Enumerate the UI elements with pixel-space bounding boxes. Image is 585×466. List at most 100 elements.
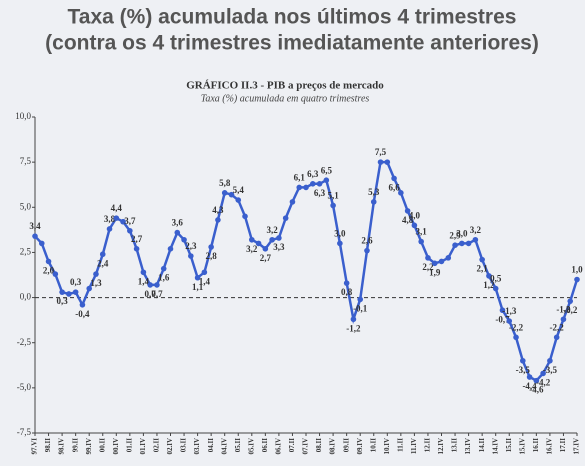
point bbox=[215, 217, 221, 223]
x-tick-label: 04.II bbox=[207, 438, 215, 452]
point bbox=[242, 213, 248, 220]
value-label: -4,6 bbox=[529, 385, 544, 395]
point bbox=[208, 244, 214, 250]
value-label: 2,1 bbox=[477, 264, 489, 274]
point bbox=[72, 289, 79, 295]
point bbox=[452, 242, 458, 249]
value-label: 2,6 bbox=[361, 236, 373, 246]
y-tick-label: 2,5 bbox=[20, 246, 32, 256]
point bbox=[337, 240, 343, 247]
value-label: -0,2 bbox=[563, 305, 578, 315]
value-label: 7,5 bbox=[375, 147, 387, 157]
x-tick-label: 98.IV bbox=[58, 438, 66, 455]
value-label: 2,7 bbox=[131, 234, 143, 244]
point bbox=[520, 357, 526, 364]
point bbox=[188, 253, 194, 259]
value-label: 0,3 bbox=[56, 296, 68, 306]
value-label: 6,1 bbox=[294, 172, 306, 182]
point bbox=[357, 296, 364, 303]
value-label: 0,7 bbox=[151, 289, 163, 299]
point bbox=[553, 334, 560, 341]
heading-line: Taxa (%) acumulada nos últimos 4 trimest… bbox=[68, 6, 517, 29]
x-tick-label: 12.IV bbox=[437, 438, 445, 455]
x-tick-label: 07.IV bbox=[302, 438, 310, 455]
point bbox=[296, 184, 303, 191]
x-tick-label: 08.IV bbox=[329, 438, 337, 455]
x-tick-label: 10.II bbox=[369, 438, 377, 452]
point bbox=[133, 246, 140, 252]
point bbox=[147, 282, 153, 288]
x-tick-label: 08.II bbox=[315, 438, 323, 452]
point bbox=[330, 202, 336, 209]
x-tick-label: 11.IV bbox=[410, 438, 418, 454]
value-label: 3,0 bbox=[334, 228, 346, 238]
point bbox=[221, 190, 228, 196]
point bbox=[282, 215, 289, 221]
value-label: 2,0 bbox=[43, 266, 55, 276]
value-label: -1,2 bbox=[556, 304, 571, 314]
value-label: -3,5 bbox=[516, 365, 531, 375]
series-line bbox=[34, 160, 579, 383]
value-label: -0,4 bbox=[75, 309, 90, 319]
point bbox=[350, 316, 357, 323]
x-tick-label: 04.IV bbox=[220, 438, 228, 455]
point bbox=[513, 334, 519, 341]
y-tick-label: 10,0 bbox=[15, 111, 31, 121]
value-label: 3,2 bbox=[267, 225, 279, 235]
value-label: 1,3 bbox=[90, 278, 102, 288]
value-label: 3,4 bbox=[29, 221, 41, 231]
value-label: 4,3 bbox=[212, 205, 224, 215]
point bbox=[174, 229, 181, 236]
point bbox=[526, 374, 533, 380]
point bbox=[438, 258, 445, 265]
point bbox=[160, 265, 167, 272]
x-tick-label: 06.IV bbox=[275, 438, 283, 455]
value-label: 2,7 bbox=[260, 253, 272, 263]
value-label: 3,2 bbox=[470, 225, 482, 235]
value-label: 3,8 bbox=[104, 214, 116, 224]
x-tick-label: 14.II bbox=[478, 438, 486, 452]
value-label: 2,8 bbox=[206, 251, 218, 261]
x-tick-label: 15.II bbox=[505, 438, 513, 452]
value-label: 6,3 bbox=[307, 169, 319, 179]
x-tick-label: 16.II bbox=[532, 438, 540, 452]
point bbox=[567, 298, 574, 304]
x-tick-label: 03.IV bbox=[193, 438, 201, 455]
value-label: 3,3 bbox=[273, 242, 285, 252]
y-tick-label: -2,5 bbox=[17, 337, 32, 347]
point bbox=[370, 199, 377, 205]
point bbox=[93, 271, 99, 277]
value-label: 0,5 bbox=[490, 274, 502, 284]
heading-line: (contra os 4 trimestres imediatamente an… bbox=[45, 32, 539, 55]
value-label: 2,2 bbox=[422, 262, 434, 272]
point bbox=[45, 258, 52, 265]
value-label: 3,7 bbox=[124, 216, 136, 226]
value-label: 6,3 bbox=[314, 188, 326, 198]
x-tick-label: 07.II bbox=[288, 438, 296, 452]
point bbox=[79, 301, 86, 308]
point bbox=[411, 222, 418, 229]
point bbox=[465, 240, 472, 247]
point bbox=[309, 181, 316, 187]
point bbox=[262, 246, 269, 252]
point bbox=[533, 377, 540, 384]
point bbox=[120, 218, 126, 225]
point bbox=[38, 240, 45, 247]
point bbox=[499, 307, 506, 314]
value-label: 5,3 bbox=[368, 187, 380, 197]
point bbox=[574, 276, 580, 283]
x-tick-label: 00.II bbox=[98, 438, 106, 452]
point bbox=[154, 282, 160, 288]
y-tick-label: -5,0 bbox=[17, 382, 32, 392]
value-label: 0,3 bbox=[70, 277, 82, 287]
x-tick-label: 17.IV bbox=[573, 438, 581, 455]
point bbox=[59, 289, 65, 295]
point bbox=[201, 269, 208, 276]
x-tick-label: 16.IV bbox=[546, 438, 554, 455]
point bbox=[479, 256, 485, 263]
value-label: -1,3 bbox=[502, 306, 517, 316]
point bbox=[86, 285, 92, 292]
point bbox=[255, 240, 262, 247]
x-tick-label: 15.IV bbox=[518, 438, 526, 455]
